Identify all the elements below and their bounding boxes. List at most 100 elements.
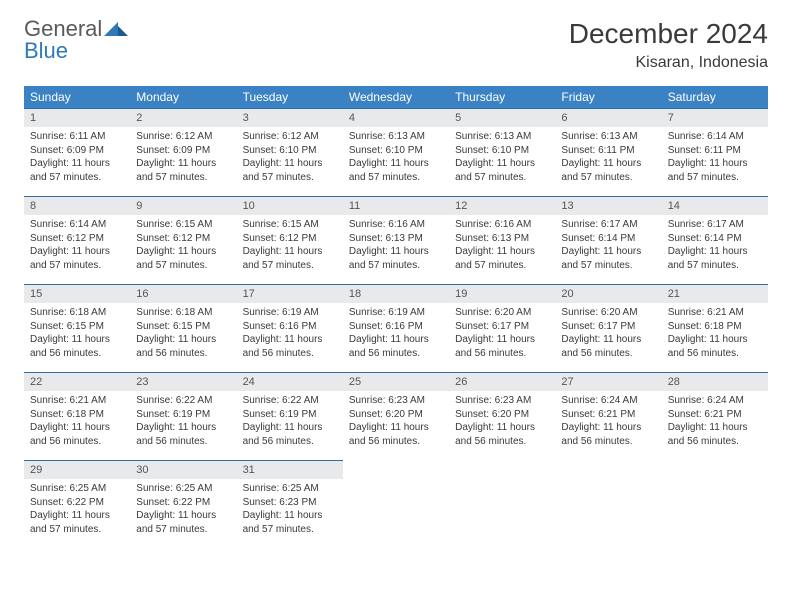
daylight-line: Daylight: 11 hours and 56 minutes. bbox=[243, 421, 337, 448]
sunrise-line: Sunrise: 6:21 AM bbox=[30, 394, 124, 408]
day-number: 31 bbox=[237, 460, 343, 479]
sunrise-line: Sunrise: 6:25 AM bbox=[30, 482, 124, 496]
sunrise-line: Sunrise: 6:24 AM bbox=[561, 394, 655, 408]
calendar-week-row: 29Sunrise: 6:25 AMSunset: 6:22 PMDayligh… bbox=[24, 460, 768, 548]
sunset-line: Sunset: 6:16 PM bbox=[349, 320, 443, 334]
day-body: Sunrise: 6:22 AMSunset: 6:19 PMDaylight:… bbox=[237, 391, 343, 454]
sunset-line: Sunset: 6:18 PM bbox=[30, 408, 124, 422]
day-number: 1 bbox=[24, 108, 130, 127]
day-body: Sunrise: 6:13 AMSunset: 6:10 PMDaylight:… bbox=[449, 127, 555, 190]
calendar-cell: 21Sunrise: 6:21 AMSunset: 6:18 PMDayligh… bbox=[662, 284, 768, 372]
calendar-week-row: 22Sunrise: 6:21 AMSunset: 6:18 PMDayligh… bbox=[24, 372, 768, 460]
daylight-line: Daylight: 11 hours and 57 minutes. bbox=[243, 509, 337, 536]
day-number: 26 bbox=[449, 372, 555, 391]
logo-text-block: General Blue bbox=[24, 18, 130, 62]
daylight-line: Daylight: 11 hours and 57 minutes. bbox=[136, 509, 230, 536]
daylight-line: Daylight: 11 hours and 56 minutes. bbox=[561, 333, 655, 360]
daylight-line: Daylight: 11 hours and 57 minutes. bbox=[455, 157, 549, 184]
day-number: 15 bbox=[24, 284, 130, 303]
calendar-cell: 14Sunrise: 6:17 AMSunset: 6:14 PMDayligh… bbox=[662, 196, 768, 284]
day-body: Sunrise: 6:14 AMSunset: 6:12 PMDaylight:… bbox=[24, 215, 130, 278]
day-number: 7 bbox=[662, 108, 768, 127]
calendar-week-row: 15Sunrise: 6:18 AMSunset: 6:15 PMDayligh… bbox=[24, 284, 768, 372]
day-body: Sunrise: 6:13 AMSunset: 6:10 PMDaylight:… bbox=[343, 127, 449, 190]
daylight-line: Daylight: 11 hours and 57 minutes. bbox=[455, 245, 549, 272]
sunrise-line: Sunrise: 6:19 AM bbox=[243, 306, 337, 320]
calendar-cell: 11Sunrise: 6:16 AMSunset: 6:13 PMDayligh… bbox=[343, 196, 449, 284]
sunset-line: Sunset: 6:12 PM bbox=[243, 232, 337, 246]
sunset-line: Sunset: 6:22 PM bbox=[136, 496, 230, 510]
calendar-table: Sunday Monday Tuesday Wednesday Thursday… bbox=[24, 86, 768, 548]
logo: General Blue bbox=[24, 18, 130, 62]
calendar-cell bbox=[555, 460, 661, 548]
day-number: 22 bbox=[24, 372, 130, 391]
daylight-line: Daylight: 11 hours and 57 minutes. bbox=[243, 157, 337, 184]
calendar-cell: 13Sunrise: 6:17 AMSunset: 6:14 PMDayligh… bbox=[555, 196, 661, 284]
day-number: 2 bbox=[130, 108, 236, 127]
day-body: Sunrise: 6:25 AMSunset: 6:22 PMDaylight:… bbox=[24, 479, 130, 542]
sunset-line: Sunset: 6:13 PM bbox=[349, 232, 443, 246]
day-number: 6 bbox=[555, 108, 661, 127]
day-number: 11 bbox=[343, 196, 449, 215]
calendar-cell: 26Sunrise: 6:23 AMSunset: 6:20 PMDayligh… bbox=[449, 372, 555, 460]
daylight-line: Daylight: 11 hours and 57 minutes. bbox=[30, 157, 124, 184]
daylight-line: Daylight: 11 hours and 56 minutes. bbox=[455, 421, 549, 448]
calendar-cell: 17Sunrise: 6:19 AMSunset: 6:16 PMDayligh… bbox=[237, 284, 343, 372]
daylight-line: Daylight: 11 hours and 57 minutes. bbox=[561, 245, 655, 272]
daylight-line: Daylight: 11 hours and 57 minutes. bbox=[349, 157, 443, 184]
calendar-cell: 23Sunrise: 6:22 AMSunset: 6:19 PMDayligh… bbox=[130, 372, 236, 460]
day-number: 29 bbox=[24, 460, 130, 479]
sunset-line: Sunset: 6:23 PM bbox=[243, 496, 337, 510]
day-body: Sunrise: 6:24 AMSunset: 6:21 PMDaylight:… bbox=[555, 391, 661, 454]
sunrise-line: Sunrise: 6:25 AM bbox=[136, 482, 230, 496]
day-body: Sunrise: 6:20 AMSunset: 6:17 PMDaylight:… bbox=[555, 303, 661, 366]
day-body: Sunrise: 6:18 AMSunset: 6:15 PMDaylight:… bbox=[24, 303, 130, 366]
calendar-cell: 15Sunrise: 6:18 AMSunset: 6:15 PMDayligh… bbox=[24, 284, 130, 372]
daylight-line: Daylight: 11 hours and 56 minutes. bbox=[561, 421, 655, 448]
day-body: Sunrise: 6:21 AMSunset: 6:18 PMDaylight:… bbox=[24, 391, 130, 454]
day-number: 12 bbox=[449, 196, 555, 215]
calendar-cell bbox=[449, 460, 555, 548]
sunrise-line: Sunrise: 6:12 AM bbox=[136, 130, 230, 144]
calendar-cell: 2Sunrise: 6:12 AMSunset: 6:09 PMDaylight… bbox=[130, 108, 236, 196]
sunset-line: Sunset: 6:12 PM bbox=[30, 232, 124, 246]
sunrise-line: Sunrise: 6:16 AM bbox=[349, 218, 443, 232]
calendar-cell: 20Sunrise: 6:20 AMSunset: 6:17 PMDayligh… bbox=[555, 284, 661, 372]
location: Kisaran, Indonesia bbox=[569, 54, 768, 72]
daylight-line: Daylight: 11 hours and 56 minutes. bbox=[30, 333, 124, 360]
calendar-cell: 30Sunrise: 6:25 AMSunset: 6:22 PMDayligh… bbox=[130, 460, 236, 548]
daylight-line: Daylight: 11 hours and 56 minutes. bbox=[349, 421, 443, 448]
logo-word-blue: Blue bbox=[24, 38, 68, 63]
calendar-cell: 16Sunrise: 6:18 AMSunset: 6:15 PMDayligh… bbox=[130, 284, 236, 372]
weekday-header-row: Sunday Monday Tuesday Wednesday Thursday… bbox=[24, 86, 768, 108]
calendar-cell: 24Sunrise: 6:22 AMSunset: 6:19 PMDayligh… bbox=[237, 372, 343, 460]
sunset-line: Sunset: 6:16 PM bbox=[243, 320, 337, 334]
day-body: Sunrise: 6:13 AMSunset: 6:11 PMDaylight:… bbox=[555, 127, 661, 190]
day-body: Sunrise: 6:25 AMSunset: 6:23 PMDaylight:… bbox=[237, 479, 343, 542]
sunrise-line: Sunrise: 6:11 AM bbox=[30, 130, 124, 144]
day-number: 13 bbox=[555, 196, 661, 215]
day-number: 5 bbox=[449, 108, 555, 127]
header: General Blue December 2024 Kisaran, Indo… bbox=[24, 18, 768, 72]
weekday-header: Monday bbox=[130, 86, 236, 108]
sunrise-line: Sunrise: 6:19 AM bbox=[349, 306, 443, 320]
calendar-cell: 28Sunrise: 6:24 AMSunset: 6:21 PMDayligh… bbox=[662, 372, 768, 460]
calendar-cell: 19Sunrise: 6:20 AMSunset: 6:17 PMDayligh… bbox=[449, 284, 555, 372]
sunset-line: Sunset: 6:11 PM bbox=[668, 144, 762, 158]
weekday-header: Thursday bbox=[449, 86, 555, 108]
logo-mark-icon bbox=[104, 18, 130, 40]
calendar-cell: 27Sunrise: 6:24 AMSunset: 6:21 PMDayligh… bbox=[555, 372, 661, 460]
sunrise-line: Sunrise: 6:22 AM bbox=[243, 394, 337, 408]
title-block: December 2024 Kisaran, Indonesia bbox=[569, 18, 768, 72]
sunset-line: Sunset: 6:19 PM bbox=[136, 408, 230, 422]
sunrise-line: Sunrise: 6:17 AM bbox=[668, 218, 762, 232]
day-body: Sunrise: 6:12 AMSunset: 6:10 PMDaylight:… bbox=[237, 127, 343, 190]
day-body: Sunrise: 6:21 AMSunset: 6:18 PMDaylight:… bbox=[662, 303, 768, 366]
day-body: Sunrise: 6:19 AMSunset: 6:16 PMDaylight:… bbox=[237, 303, 343, 366]
sunset-line: Sunset: 6:09 PM bbox=[30, 144, 124, 158]
daylight-line: Daylight: 11 hours and 57 minutes. bbox=[30, 509, 124, 536]
calendar-week-row: 1Sunrise: 6:11 AMSunset: 6:09 PMDaylight… bbox=[24, 108, 768, 196]
sunrise-line: Sunrise: 6:23 AM bbox=[455, 394, 549, 408]
sunrise-line: Sunrise: 6:18 AM bbox=[136, 306, 230, 320]
sunrise-line: Sunrise: 6:24 AM bbox=[668, 394, 762, 408]
